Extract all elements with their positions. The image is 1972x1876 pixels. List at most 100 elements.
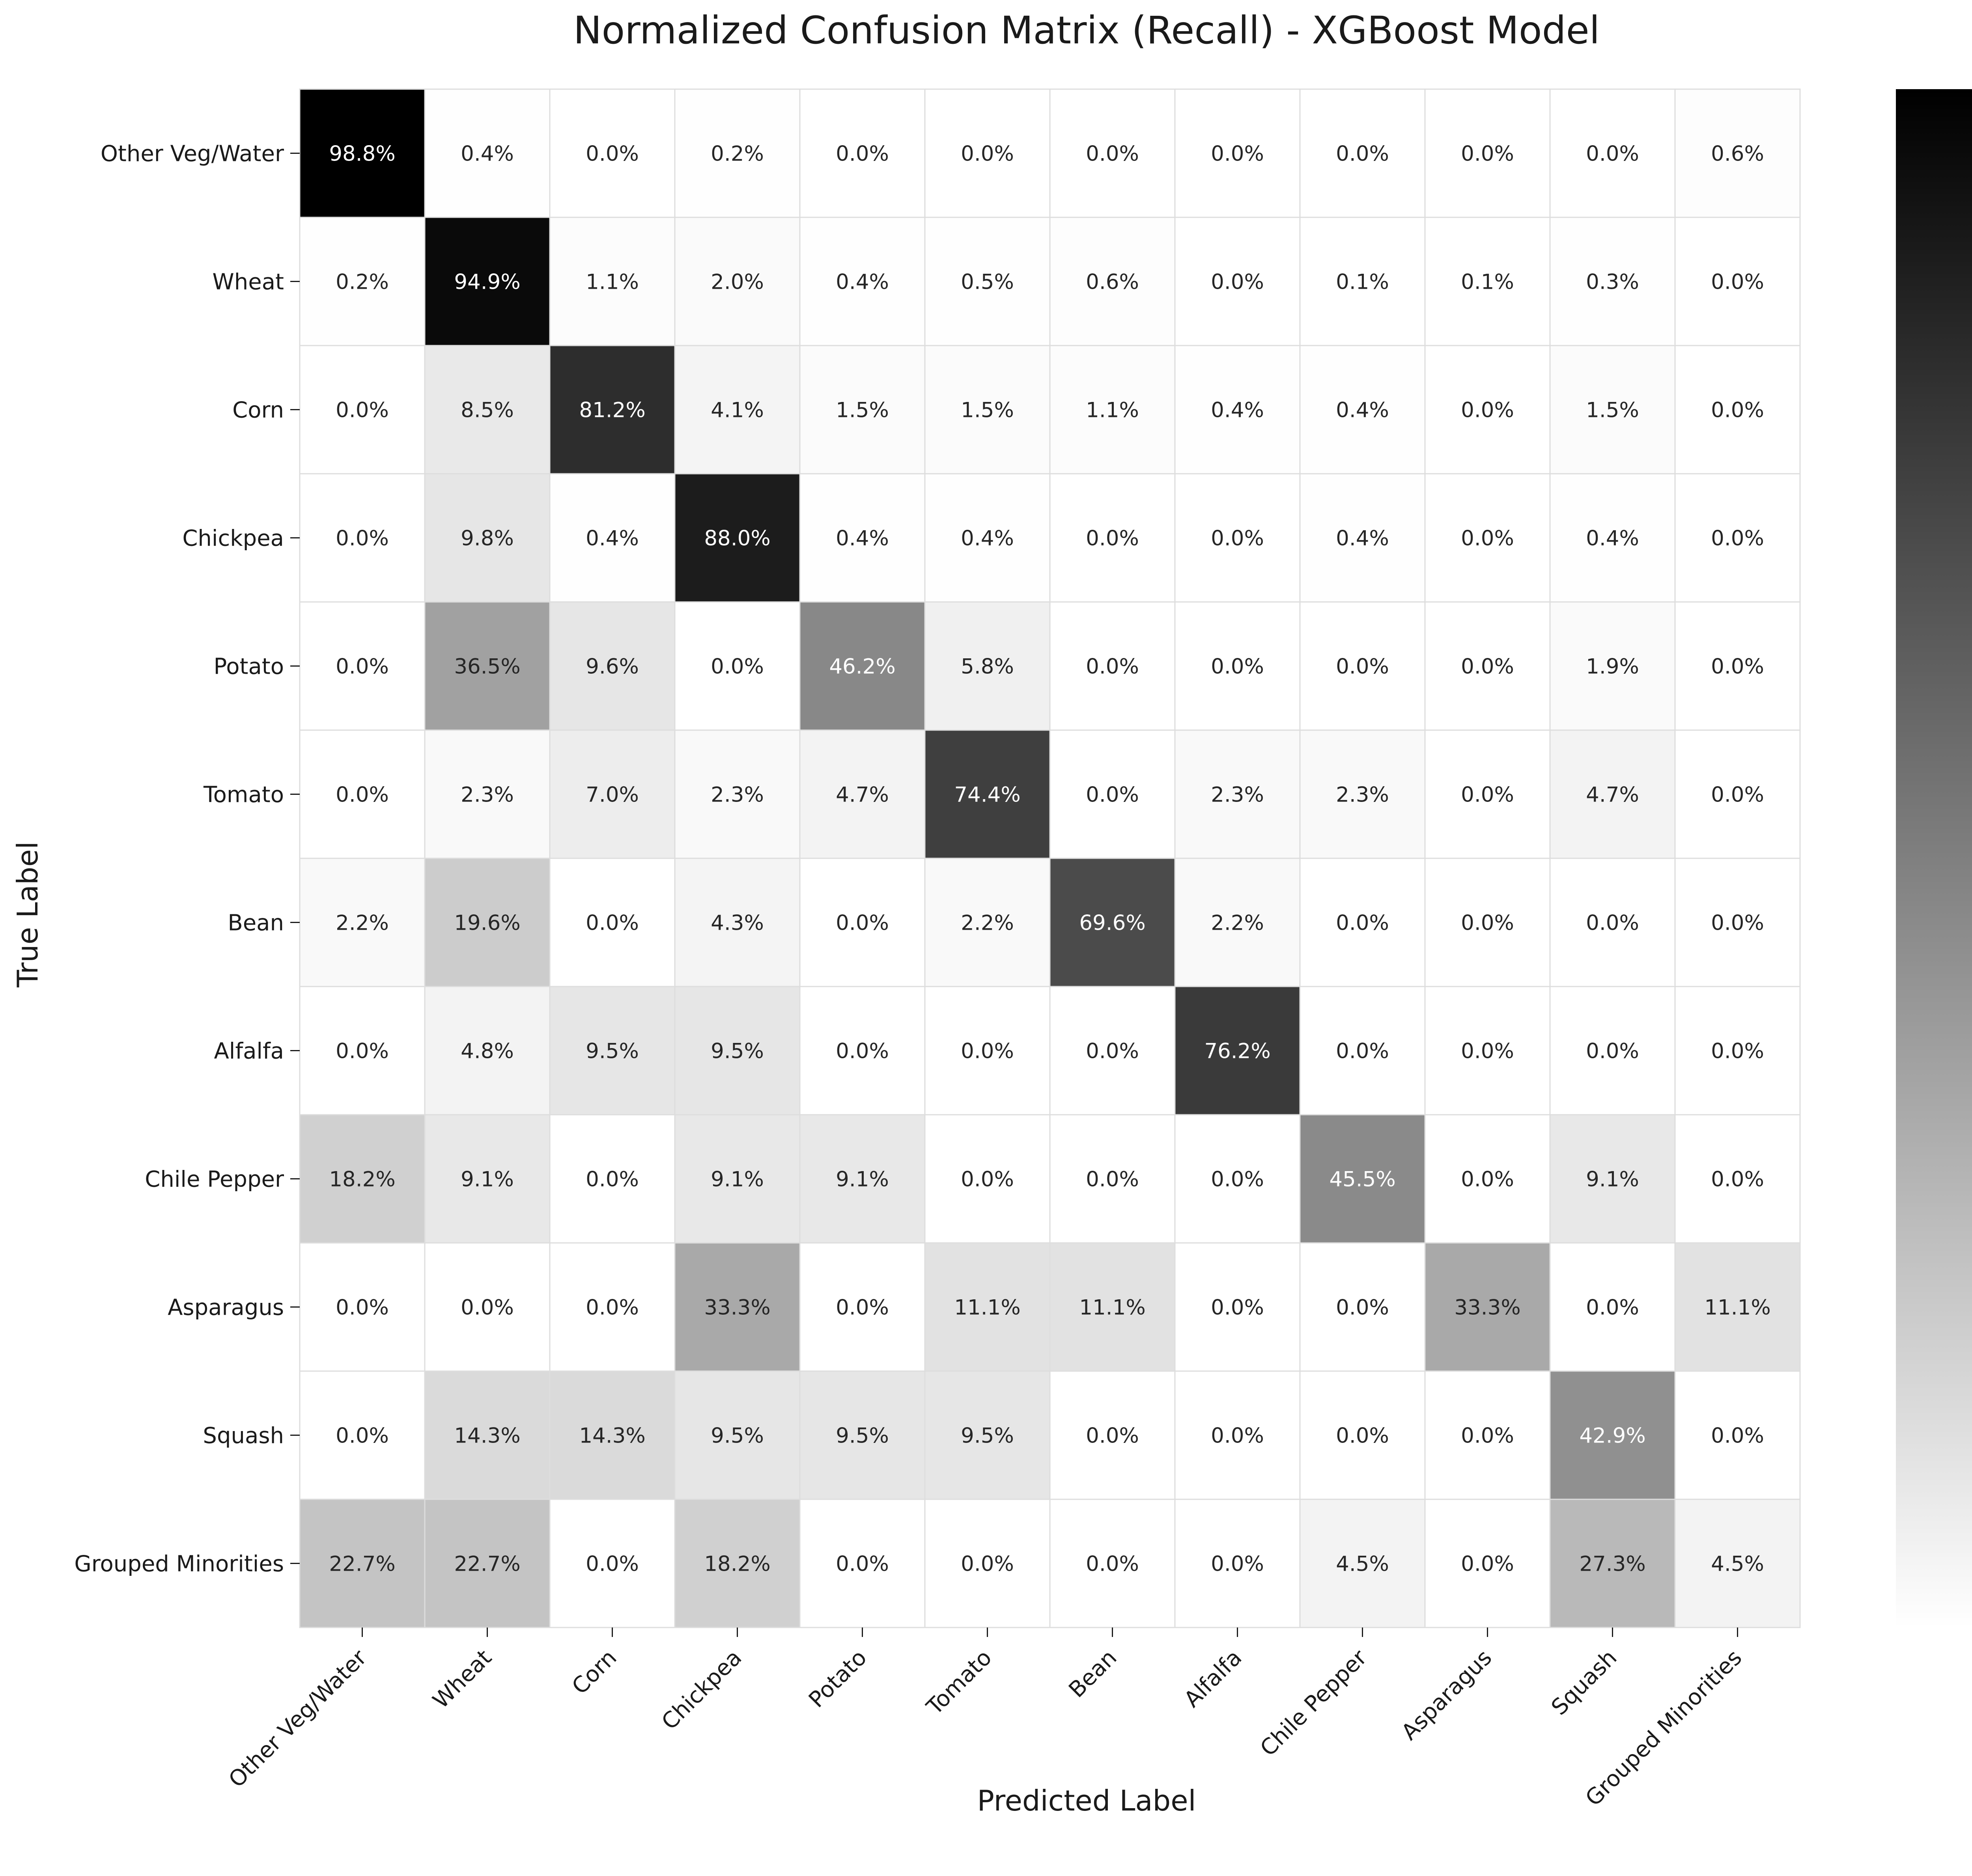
cell-value-label: 9.1% bbox=[461, 1168, 514, 1192]
cell-value-label: 0.0% bbox=[711, 655, 764, 679]
heatmap-cell bbox=[1674, 1370, 1801, 1500]
heatmap-cell bbox=[924, 729, 1051, 859]
cell-value-label: 0.0% bbox=[586, 1168, 639, 1192]
cell-value-label: 18.2% bbox=[704, 1552, 770, 1576]
heatmap-cell bbox=[1549, 345, 1676, 475]
heatmap-cell bbox=[1424, 473, 1551, 603]
cell-value-label: 0.0% bbox=[836, 1552, 889, 1576]
heatmap-cell bbox=[549, 1499, 676, 1628]
cell-value-label: 46.2% bbox=[829, 655, 895, 679]
heatmap-cell bbox=[1549, 1370, 1676, 1500]
cell-value-label: 0.6% bbox=[1086, 270, 1139, 294]
cell-value-label: 8.5% bbox=[461, 398, 514, 422]
cell-value-label: 4.5% bbox=[1711, 1552, 1764, 1576]
cell-value-label: 2.3% bbox=[1211, 783, 1264, 807]
heatmap-cell bbox=[549, 858, 676, 987]
cell-value-label: 0.0% bbox=[586, 1552, 639, 1576]
cell-value-label: 1.9% bbox=[1586, 655, 1639, 679]
heatmap-cell bbox=[799, 88, 926, 218]
heatmap-cell bbox=[549, 1114, 676, 1244]
y-tick-labels: Other Veg/Water Wheat Corn Chickpea Potato To… bbox=[74, 141, 300, 1577]
heatmap-cell bbox=[549, 345, 676, 475]
heatmap-cell bbox=[1299, 473, 1426, 603]
heatmap-cell bbox=[1299, 217, 1426, 346]
cell-value-label: 76.2% bbox=[1204, 1039, 1270, 1063]
cell-value-label: 0.0% bbox=[1211, 1552, 1264, 1576]
heatmap-cell bbox=[1674, 345, 1801, 475]
heatmap-cell bbox=[1049, 473, 1176, 603]
cell-value-label: 0.0% bbox=[336, 783, 389, 807]
heatmap-cell bbox=[549, 473, 676, 603]
y-tick-label: Chile Pepper bbox=[145, 1167, 284, 1192]
cell-value-label: 0.0% bbox=[1086, 1424, 1139, 1448]
heatmap-cell bbox=[299, 473, 426, 603]
heatmap-cell bbox=[799, 1242, 926, 1372]
heatmap-cell bbox=[1674, 473, 1801, 603]
cell-value-label: 4.3% bbox=[711, 911, 764, 935]
cell-value-label: 0.0% bbox=[1211, 1424, 1264, 1448]
heatmap-cell bbox=[1174, 1242, 1301, 1372]
y-tick-label: Tomato bbox=[203, 782, 284, 808]
heatmap-cell bbox=[924, 1499, 1051, 1628]
cell-value-label: 0.0% bbox=[836, 142, 889, 166]
cell-value-label: 0.0% bbox=[1211, 655, 1264, 679]
heatmap-cell bbox=[1049, 986, 1176, 1116]
cell-value-label: 0.0% bbox=[1711, 911, 1764, 935]
cell-value-label: 4.7% bbox=[836, 783, 889, 807]
cell-value-label: 9.1% bbox=[711, 1168, 764, 1192]
heatmap-cell bbox=[1299, 858, 1426, 987]
heatmap-cell bbox=[1299, 1114, 1426, 1244]
cell-value-label: 0.0% bbox=[1086, 527, 1139, 551]
cell-value-label: 7.0% bbox=[586, 783, 639, 807]
colorbar: 0.00.20.40.60.8 bbox=[1896, 89, 1972, 1627]
cell-value-label: 0.0% bbox=[1461, 783, 1514, 807]
heatmap-cell bbox=[674, 217, 801, 346]
heatmap-cell bbox=[1424, 1499, 1551, 1628]
cell-value-label: 9.5% bbox=[711, 1039, 764, 1063]
cell-value-label: 0.0% bbox=[1461, 1424, 1514, 1448]
cell-value-label: 0.0% bbox=[961, 1039, 1014, 1063]
heatmap-cell bbox=[799, 986, 926, 1116]
cell-value-label: 2.3% bbox=[461, 783, 514, 807]
cell-value-label: 0.0% bbox=[1086, 783, 1139, 807]
cell-value-label: 0.0% bbox=[1461, 655, 1514, 679]
x-tick-label: Wheat bbox=[428, 1645, 497, 1713]
heatmap-cell bbox=[924, 1114, 1051, 1244]
heatmap-cell bbox=[1424, 1370, 1551, 1500]
cell-value-label: 1.1% bbox=[1086, 398, 1139, 422]
heatmap-cell bbox=[424, 473, 551, 603]
heatmap-cell bbox=[1674, 858, 1801, 987]
heatmap-cell bbox=[1549, 1114, 1676, 1244]
cell-value-label: 33.3% bbox=[1454, 1296, 1520, 1320]
heatmap-cell bbox=[1174, 1370, 1301, 1500]
cell-value-label: 36.5% bbox=[454, 655, 520, 679]
heatmap-cell bbox=[924, 858, 1051, 987]
heatmap-cell bbox=[1049, 217, 1176, 346]
cell-value-label: 0.0% bbox=[1711, 1039, 1764, 1063]
cell-value-label: 0.0% bbox=[1461, 142, 1514, 166]
cell-value-label: 2.3% bbox=[711, 783, 764, 807]
cell-value-label: 0.0% bbox=[1711, 398, 1764, 422]
heatmap-cell bbox=[924, 88, 1051, 218]
heatmap-cell bbox=[1424, 986, 1551, 1116]
heatmap-cell bbox=[1049, 345, 1176, 475]
heatmap-cell bbox=[549, 1370, 676, 1500]
cell-value-label: 0.0% bbox=[1211, 1168, 1264, 1192]
y-tick-label: Other Veg/Water bbox=[101, 141, 284, 167]
heatmap-cell bbox=[424, 986, 551, 1116]
cell-value-label: 11.1% bbox=[1079, 1296, 1145, 1320]
heatmap-cell bbox=[1674, 88, 1801, 218]
cell-value-label: 0.0% bbox=[1461, 398, 1514, 422]
cell-value-label: 0.4% bbox=[461, 142, 514, 166]
cell-value-label: 9.8% bbox=[461, 527, 514, 551]
cell-value-label: 0.1% bbox=[1336, 270, 1389, 294]
heatmap-cell bbox=[924, 217, 1051, 346]
heatmap-cell bbox=[674, 1242, 801, 1372]
cell-value-label: 0.0% bbox=[1711, 783, 1764, 807]
heatmap-cell bbox=[424, 1114, 551, 1244]
cell-value-label: 98.8% bbox=[329, 142, 395, 166]
x-tick-label: Chile Pepper bbox=[1255, 1644, 1372, 1761]
y-tick-label: Wheat bbox=[212, 269, 284, 295]
heatmap-cell bbox=[1424, 1114, 1551, 1244]
heatmap-cell bbox=[424, 217, 551, 346]
